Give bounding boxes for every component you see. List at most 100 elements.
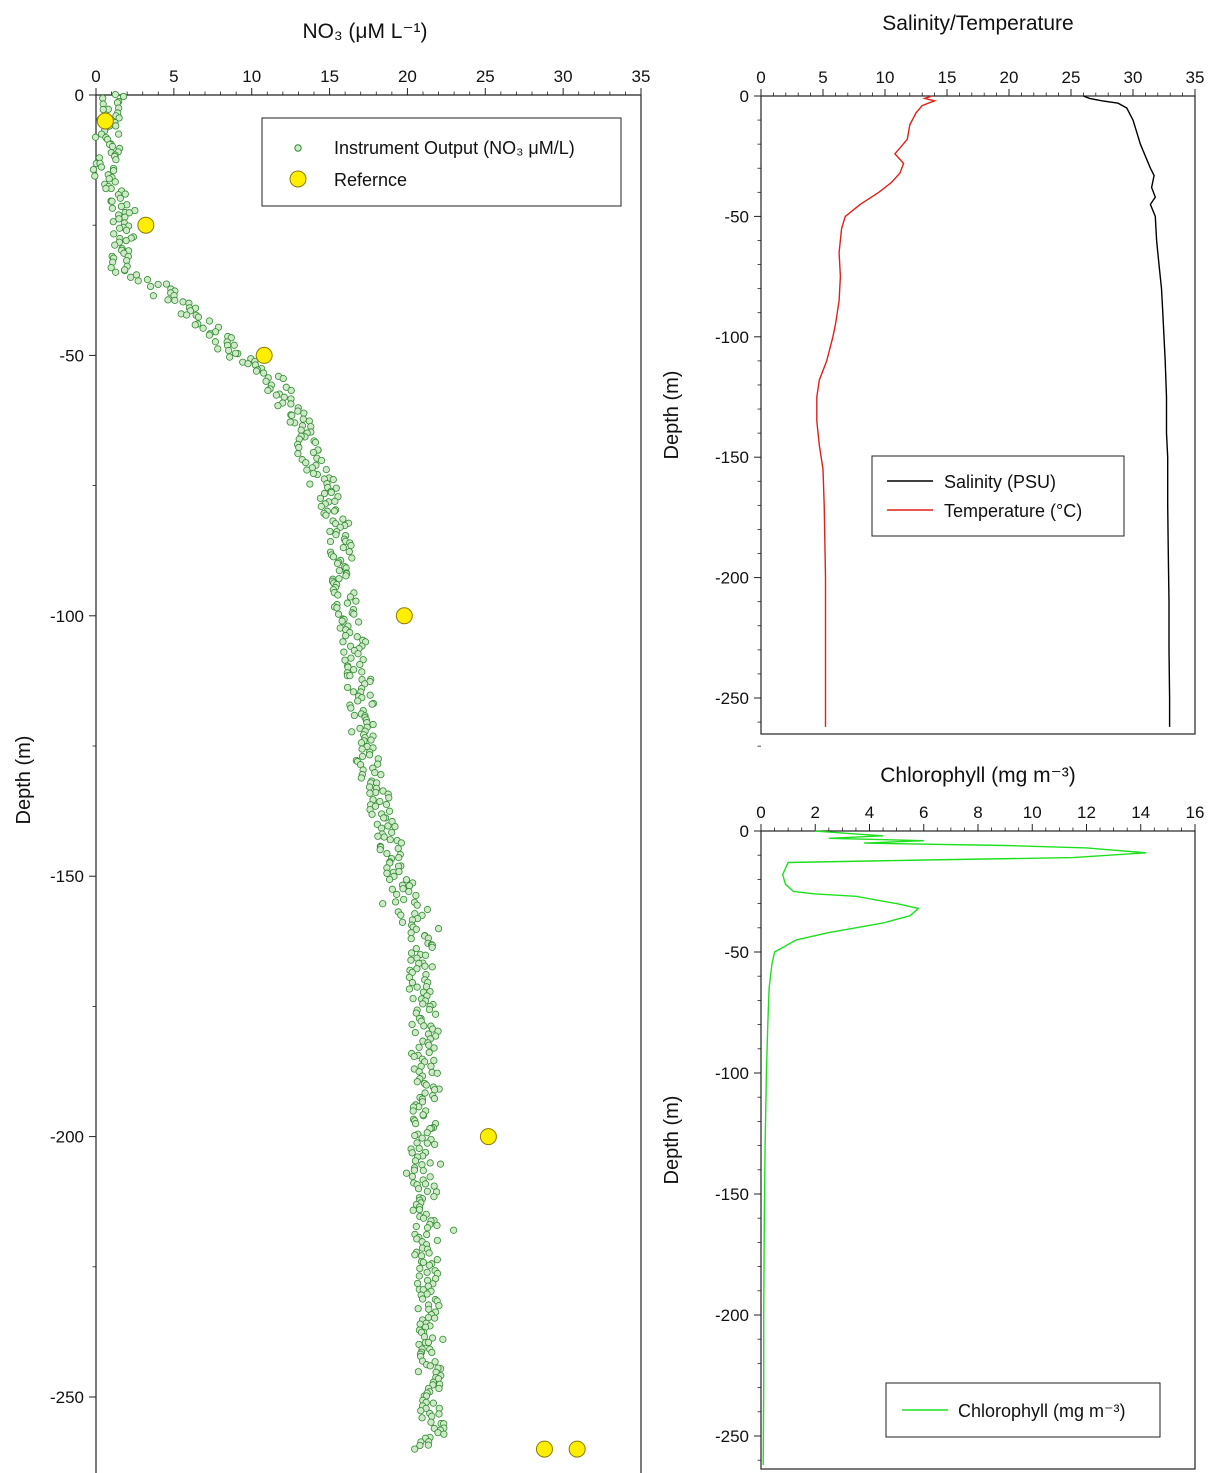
x-tick-label: 2	[811, 803, 820, 822]
instrument-point	[407, 949, 416, 957]
instrument-point	[384, 822, 392, 830]
instrument-point	[264, 386, 272, 395]
chlorophyll-panel: Chlorophyll (mg m⁻³) Depth (m) 0 2 4 6 8 10 12…	[661, 764, 1204, 1470]
y-tick-label: 0	[740, 87, 749, 106]
instrument-point	[411, 1445, 419, 1453]
instrument-point	[121, 213, 129, 221]
instrument-point	[434, 1429, 442, 1437]
instrument-point	[300, 409, 308, 417]
instrument-point	[423, 1129, 431, 1137]
instrument-point	[372, 788, 380, 797]
instrument-point	[415, 1272, 423, 1280]
instrument-point	[423, 1224, 432, 1232]
instrument-point	[408, 1172, 416, 1181]
instrument-point	[194, 313, 203, 321]
instrument-point	[117, 202, 125, 211]
x-tick-label: 0	[91, 67, 100, 86]
instrument-point	[368, 810, 376, 818]
instrument-point	[317, 456, 326, 465]
x-tick-label: 0	[756, 68, 765, 87]
instrument-point	[358, 745, 366, 753]
instrument-point	[420, 1333, 429, 1341]
instrument-point	[164, 296, 172, 304]
instrument-point	[428, 1348, 436, 1357]
instrument-point	[346, 593, 354, 601]
instrument-point	[398, 918, 407, 926]
instrument-point	[91, 133, 100, 141]
instrument-point	[407, 929, 415, 937]
instrument-point	[108, 204, 116, 212]
y-tick-label: -250	[715, 1427, 749, 1446]
instrument-point	[391, 822, 399, 831]
series-line	[762, 830, 1147, 1466]
instrument-point	[339, 638, 347, 646]
instrument-point	[383, 849, 391, 858]
y-tick-label: -200	[50, 1128, 84, 1147]
instrument-point	[439, 1335, 447, 1343]
instrument-point	[326, 537, 335, 546]
instrument-point	[419, 1214, 428, 1222]
instrument-point	[226, 353, 234, 361]
instrument-point	[412, 891, 420, 900]
instrument-point	[326, 527, 334, 536]
instrument-point	[424, 1338, 433, 1346]
instrument-point	[320, 489, 329, 498]
x-tick-label: 30	[554, 67, 573, 86]
instrument-point	[450, 1226, 458, 1234]
instrument-point	[409, 1107, 417, 1115]
no3-panel: NO₃ (μM L⁻¹) Depth (m) 0 5 10 15 20 25 30 35 0 -5…	[13, 20, 650, 1473]
x-tick-label: 35	[632, 67, 651, 86]
y-tick-label: -50	[724, 207, 749, 226]
instrument-point	[112, 268, 120, 276]
instrument-point	[286, 418, 294, 426]
instrument-point	[171, 296, 179, 304]
instrument-point	[333, 604, 341, 612]
instrument-point	[394, 844, 402, 853]
instrument-point	[405, 985, 414, 993]
instrument-point	[347, 541, 355, 550]
instrument-point	[376, 846, 384, 854]
instrument-point	[418, 1161, 426, 1169]
x-tick-label: 0	[756, 803, 765, 822]
instrument-point	[350, 711, 358, 720]
instrument-point	[91, 172, 99, 180]
instrument-point	[433, 1256, 441, 1264]
instrument-point	[191, 321, 199, 329]
instrument-point	[413, 1235, 421, 1243]
instrument-point	[331, 497, 339, 505]
instrument-point	[400, 895, 408, 904]
instrument-point	[302, 459, 310, 467]
x-tick-label: 20	[398, 67, 417, 86]
instrument-point	[410, 1052, 418, 1061]
instrument-point	[346, 672, 354, 680]
instrument-point	[344, 683, 352, 692]
instrument-point	[306, 480, 314, 488]
instrument-point	[430, 1056, 438, 1065]
instrument-point	[352, 597, 360, 605]
x-tick-label: 14	[1131, 803, 1150, 822]
instrument-point	[252, 367, 261, 375]
instrument-point	[125, 209, 133, 217]
y-tick-label: -150	[715, 448, 749, 467]
instrument-point	[385, 794, 393, 802]
no3-legend-box	[261, 117, 622, 207]
x-tick-label: 5	[169, 67, 178, 86]
instrument-point	[411, 1131, 419, 1140]
instrument-point	[274, 402, 282, 410]
instrument-point	[426, 1159, 434, 1167]
salt-series	[816, 95, 1171, 727]
reference-point	[535, 1440, 553, 1458]
instrument-point	[435, 1410, 443, 1418]
instrument-point	[366, 789, 374, 797]
instrument-point	[303, 466, 311, 474]
instrument-point	[414, 1368, 423, 1376]
instrument-point	[205, 331, 214, 339]
instrument-point	[369, 720, 377, 729]
instrument-point	[428, 1412, 436, 1420]
instrument-point	[366, 691, 374, 699]
instrument-point	[143, 276, 152, 284]
instrument-point	[121, 190, 129, 198]
instrument-point	[358, 752, 367, 761]
instrument-point	[127, 273, 135, 281]
instrument-point	[405, 887, 413, 896]
